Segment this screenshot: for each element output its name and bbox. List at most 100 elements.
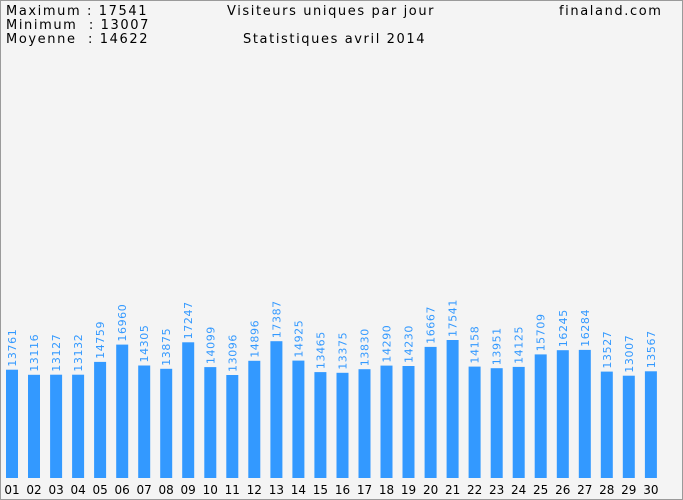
value-label-30: 13567 [645,330,658,368]
day-label-02: 02 [26,483,41,497]
day-label-22: 22 [467,483,482,497]
value-label-21: 17541 [447,299,460,337]
value-label-16: 13375 [337,332,350,370]
bar-12 [248,360,261,478]
value-label-11: 13096 [226,334,239,372]
bar-11 [226,375,239,478]
average-value: 14622 [99,32,150,47]
value-label-09: 17247 [182,301,195,339]
bar-06 [116,344,129,478]
bar-26 [556,350,569,478]
value-label-28: 13527 [601,331,614,369]
value-label-06: 16960 [116,304,129,342]
day-label-13: 13 [269,483,284,497]
value-label-24: 14125 [513,326,526,364]
day-label-04: 04 [70,483,85,497]
bar-19 [402,366,415,478]
chart-title: Visiteurs uniques par jour [227,4,436,19]
value-label-07: 14305 [138,325,151,363]
day-label-14: 14 [291,483,306,497]
value-label-08: 13875 [160,328,173,366]
value-label-26: 16245 [557,309,570,347]
value-label-25: 15709 [535,313,548,351]
day-label-01: 01 [4,483,19,497]
day-label-26: 26 [555,483,570,497]
day-label-25: 25 [533,483,548,497]
maximum-stat: Maximum : 17541 [6,4,149,19]
value-label-22: 14158 [469,326,482,364]
day-label-07: 07 [137,483,152,497]
value-label-17: 13830 [359,328,372,366]
bar-18 [380,365,393,478]
day-label-05: 05 [92,483,107,497]
day-label-03: 03 [48,483,63,497]
bar-16 [336,372,349,478]
bar-27 [578,349,591,478]
average-label: Moyenne [6,32,77,47]
day-label-27: 27 [577,483,592,497]
bar-17 [358,369,371,478]
site-name: finaland.com [559,4,663,19]
value-label-13: 17387 [270,300,283,338]
bar-09 [182,342,195,478]
bar-28 [600,371,613,478]
value-label-27: 16284 [579,309,592,347]
value-label-02: 13116 [28,334,41,372]
value-label-18: 14290 [381,325,394,363]
day-label-10: 10 [203,483,218,497]
value-label-19: 14230 [403,325,416,363]
value-label-05: 14759 [94,321,107,359]
day-label-16: 16 [335,483,350,497]
maximum-label: Maximum [6,4,82,19]
value-label-23: 13951 [491,327,504,365]
day-label-06: 06 [115,483,130,497]
value-label-03: 13127 [50,334,63,372]
bar-20 [424,346,437,478]
bar-01 [6,369,18,478]
day-label-21: 21 [445,483,460,497]
day-label-20: 20 [423,483,438,497]
day-label-09: 09 [181,483,196,497]
bar-29 [622,375,635,478]
bar-25 [534,354,547,478]
day-label-30: 30 [643,483,658,497]
bar-24 [512,366,525,478]
bar-08 [160,368,173,478]
bar-04 [72,374,85,478]
bar-30 [644,371,657,478]
bar-22 [468,366,481,478]
day-label-11: 11 [225,483,240,497]
chart-subtitle: Statistiques avril 2014 [243,32,427,47]
bar-02 [28,374,40,478]
day-label-23: 23 [489,483,504,497]
day-label-28: 28 [599,483,614,497]
value-label-20: 16667 [425,306,438,344]
bar-03 [50,374,63,478]
value-label-04: 13132 [72,334,85,372]
minimum-label: Minimum [6,18,78,33]
minimum-value: 13007 [100,18,150,33]
bar-21 [446,340,459,478]
day-label-29: 29 [621,483,636,497]
maximum-value: 17541 [98,4,149,19]
day-label-18: 18 [379,483,394,497]
value-label-12: 14896 [248,320,261,358]
day-label-12: 12 [247,483,262,497]
bar-05 [94,361,107,478]
value-label-01: 13761 [6,329,19,367]
day-label-17: 17 [357,483,372,497]
value-label-15: 13465 [314,331,327,369]
day-label-19: 19 [401,483,416,497]
value-label-10: 14099 [204,326,217,364]
bar-15 [314,372,327,478]
day-label-15: 15 [313,483,328,497]
value-label-14: 14925 [292,320,305,358]
bar-23 [490,368,503,478]
bar-13 [270,341,283,478]
minimum-stat: Minimum : 13007 [6,18,150,33]
value-label-29: 13007 [623,335,636,373]
bar-14 [292,360,305,478]
day-label-08: 08 [159,483,174,497]
bar-10 [204,367,217,478]
